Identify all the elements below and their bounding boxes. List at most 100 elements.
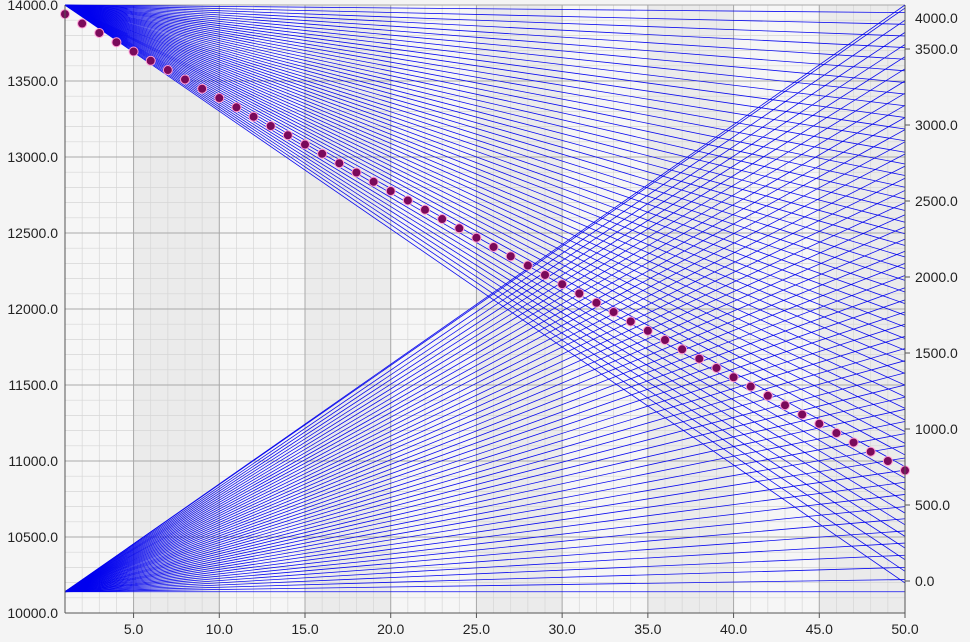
series-line	[64, 275, 906, 593]
series-line	[64, 165, 906, 593]
data-point	[540, 269, 550, 280]
data-point	[865, 446, 876, 457]
series-line	[64, 335, 906, 593]
data-point	[317, 148, 328, 159]
x-tick-label: 5.0	[124, 621, 144, 637]
x-axis-ticks: 5.0 10.0 15.0 20.0 25.0 30.0 35.0 40.0 45.0 50.0	[124, 613, 919, 637]
y-tick-label: 11500.0	[8, 377, 58, 393]
series-line	[64, 299, 906, 593]
y2-tick-label: 0.0	[915, 573, 935, 589]
series-line	[64, 469, 906, 593]
data-point	[162, 65, 173, 76]
data-point	[351, 167, 362, 178]
data-point	[180, 74, 190, 85]
series-line	[64, 4, 906, 409]
y-tick-label: 11000.0	[8, 453, 58, 469]
data-point	[282, 130, 293, 141]
series-line	[64, 481, 906, 593]
series-line	[64, 4, 906, 153]
data-point	[831, 428, 842, 439]
data-point	[231, 102, 242, 113]
data-point	[402, 195, 413, 206]
series-line	[64, 408, 906, 593]
series-line	[64, 129, 906, 593]
series-line	[64, 250, 906, 593]
x-tick-label: 25.0	[463, 621, 490, 637]
data-point	[214, 93, 225, 104]
series-line	[64, 214, 906, 593]
series-line	[64, 530, 906, 593]
y-tick-label: 13500.0	[7, 73, 58, 89]
series-line	[64, 44, 906, 593]
series-line	[64, 4, 906, 176]
x-tick-label: 10.0	[206, 621, 233, 637]
data-point	[591, 297, 602, 308]
series-line	[64, 4, 906, 363]
data-point	[797, 409, 808, 420]
series-line	[64, 177, 906, 593]
x-tick-label: 15.0	[291, 621, 318, 637]
series-line	[64, 80, 906, 593]
series-line	[64, 506, 906, 593]
y2-tick-label: 4000.0	[915, 10, 958, 26]
data-point	[94, 27, 105, 38]
series-line	[64, 202, 906, 593]
data-point	[454, 223, 465, 234]
series-line	[64, 567, 906, 593]
data-point	[608, 307, 619, 318]
data-point	[111, 37, 122, 48]
x-tick-label: 35.0	[634, 621, 661, 637]
series-line	[64, 372, 906, 593]
series-line	[64, 153, 906, 593]
x-tick-label: 45.0	[806, 621, 833, 637]
x-tick-label: 20.0	[377, 621, 404, 637]
series-line	[64, 348, 906, 593]
series-line	[64, 323, 906, 593]
data-point	[437, 214, 448, 225]
data-point	[334, 158, 345, 169]
series-line	[64, 4, 906, 165]
series-line	[64, 4, 906, 37]
y-tick-label: 10000.0	[7, 605, 58, 621]
series-line	[64, 4, 906, 142]
data-point	[385, 186, 396, 197]
series-line	[64, 4, 906, 421]
y-tick-label: 12000.0	[7, 301, 58, 317]
series-line	[64, 4, 906, 584]
data-point	[197, 83, 208, 94]
series-line	[64, 104, 906, 593]
series-line	[64, 4, 906, 270]
data-point	[814, 418, 825, 429]
data-point	[522, 260, 533, 271]
data-point	[368, 176, 379, 187]
y2-axis-ticks: 0.0 500.0 1000.0 1500.0 2000.0 2500.0 3000.0 35…	[905, 10, 958, 589]
series-line	[64, 287, 906, 593]
data-point	[848, 437, 859, 448]
y-tick-label: 14000.0	[7, 0, 58, 13]
series-line	[64, 4, 906, 537]
series-line	[64, 4, 906, 293]
series-line	[64, 4, 906, 48]
series-line	[64, 4, 906, 83]
y2-tick-label: 1000.0	[915, 421, 958, 437]
series-line	[64, 4, 906, 456]
series-line	[64, 92, 906, 593]
data-point	[660, 335, 670, 346]
series-line	[64, 4, 906, 95]
data-point	[300, 139, 310, 150]
series-line	[64, 141, 906, 593]
series-line	[64, 4, 906, 118]
series-line	[64, 19, 906, 593]
series-line	[64, 4, 906, 188]
y2-tick-label: 1500.0	[915, 345, 958, 361]
series-line	[64, 4, 906, 351]
series-line	[64, 4, 906, 444]
data-point	[145, 55, 156, 66]
series-line	[64, 4, 906, 339]
series-line	[64, 445, 906, 593]
series-line	[64, 4, 906, 246]
x-tick-label: 30.0	[549, 621, 576, 637]
data-point	[128, 46, 139, 57]
data-point	[625, 316, 636, 327]
